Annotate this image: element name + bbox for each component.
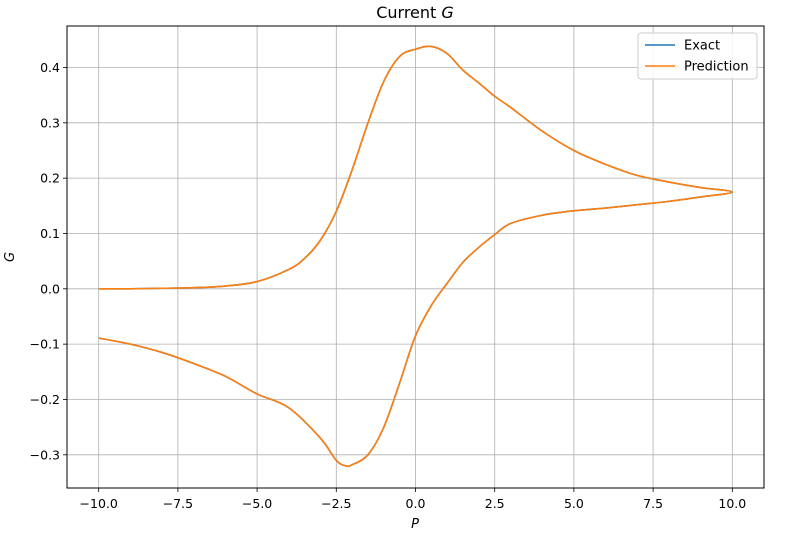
y-tick-label: 0.1 [40, 226, 60, 241]
gridlines [67, 26, 764, 488]
x-tick-label: −10.0 [80, 496, 118, 511]
y-tick-label: 0.4 [40, 60, 60, 75]
x-tick-label: −7.5 [163, 496, 193, 511]
x-tick-label: 2.5 [485, 496, 505, 511]
x-tick-label: 5.0 [564, 496, 584, 511]
y-axis-label: G [3, 252, 18, 262]
x-tick-label: 7.5 [643, 496, 663, 511]
legend-label-exact: Exact [684, 39, 720, 54]
x-tick-label: 10.0 [718, 496, 746, 511]
y-tick-label: 0.3 [40, 115, 60, 130]
x-tick-label: −2.5 [321, 496, 351, 511]
y-tick-label: −0.1 [30, 337, 60, 352]
series-line-prediction [98, 45, 734, 468]
x-axis-label: P [411, 517, 419, 532]
x-tick-label: −5.0 [242, 496, 272, 511]
series-layer [98, 45, 734, 468]
chart-title: Current G [376, 3, 454, 22]
y-tick-label: −0.3 [30, 447, 60, 462]
axis-ticks: −10.0 −7.5 −5.0 −2.5 0.0 2.5 5.0 7.5 10.0 −0.3 −0.… [30, 60, 747, 511]
y-tick-label: 0.0 [40, 281, 60, 296]
legend: Exact Prediction [637, 32, 758, 80]
x-tick-label: 0.0 [406, 496, 426, 511]
y-tick-label: 0.2 [40, 171, 60, 186]
y-tick-label: −0.2 [30, 392, 60, 407]
legend-label-prediction: Prediction [684, 60, 749, 75]
